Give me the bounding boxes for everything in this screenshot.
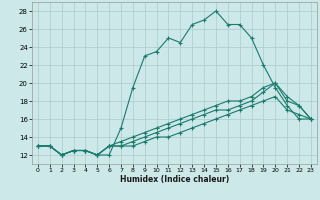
X-axis label: Humidex (Indice chaleur): Humidex (Indice chaleur) <box>120 175 229 184</box>
